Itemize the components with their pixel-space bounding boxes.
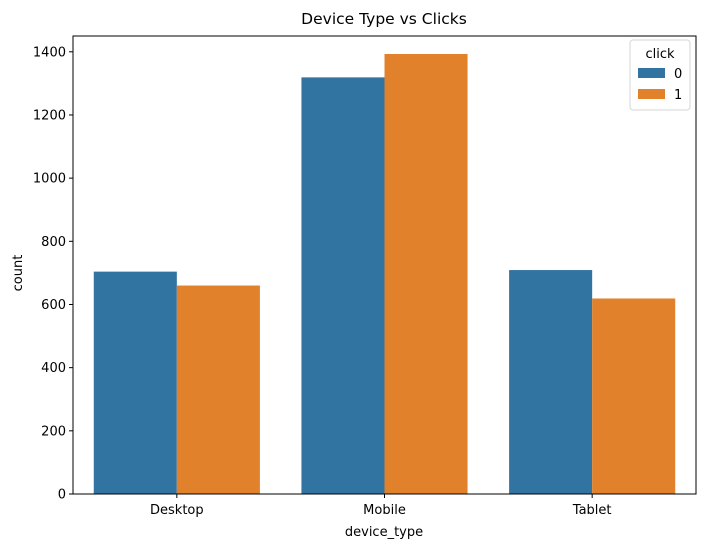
y-tick-label: 800 bbox=[41, 235, 66, 250]
legend-swatch-series-0 bbox=[638, 68, 665, 78]
legend: click 0 1 bbox=[629, 39, 691, 111]
plot-area: 0 200 400 600 800 1000 1200 1400 Desktop Mobile Ta… bbox=[33, 35, 697, 518]
y-tick-label: 600 bbox=[41, 298, 66, 313]
legend-swatch-series-1 bbox=[638, 89, 665, 99]
y-tick-label: 1400 bbox=[33, 45, 66, 60]
legend-label-series-0: 0 bbox=[674, 67, 682, 82]
x-tick-label-tablet: Tablet bbox=[572, 503, 612, 518]
y-axis-label: count bbox=[11, 255, 26, 292]
legend-title: click bbox=[645, 47, 675, 62]
bar-mobile-series-0 bbox=[301, 77, 385, 494]
bar-desktop-series-0 bbox=[93, 271, 177, 494]
bar-tablet-series-1 bbox=[592, 298, 676, 494]
y-tick-label: 1000 bbox=[33, 172, 66, 187]
legend-label-series-1: 1 bbox=[674, 88, 682, 103]
y-tick-label: 1200 bbox=[33, 108, 66, 123]
x-axis-label: device_type bbox=[345, 525, 423, 540]
chart-title: Device Type vs Clicks bbox=[301, 10, 467, 28]
y-tick-label: 400 bbox=[41, 361, 66, 376]
bar-desktop-series-1 bbox=[176, 285, 260, 494]
bar-mobile-series-1 bbox=[384, 54, 468, 494]
y-tick-label: 200 bbox=[41, 424, 66, 439]
bar-tablet-series-0 bbox=[509, 270, 593, 494]
x-tick-label-mobile: Mobile bbox=[363, 503, 406, 518]
x-tick-label-desktop: Desktop bbox=[150, 503, 204, 518]
y-tick-label: 0 bbox=[58, 488, 66, 503]
